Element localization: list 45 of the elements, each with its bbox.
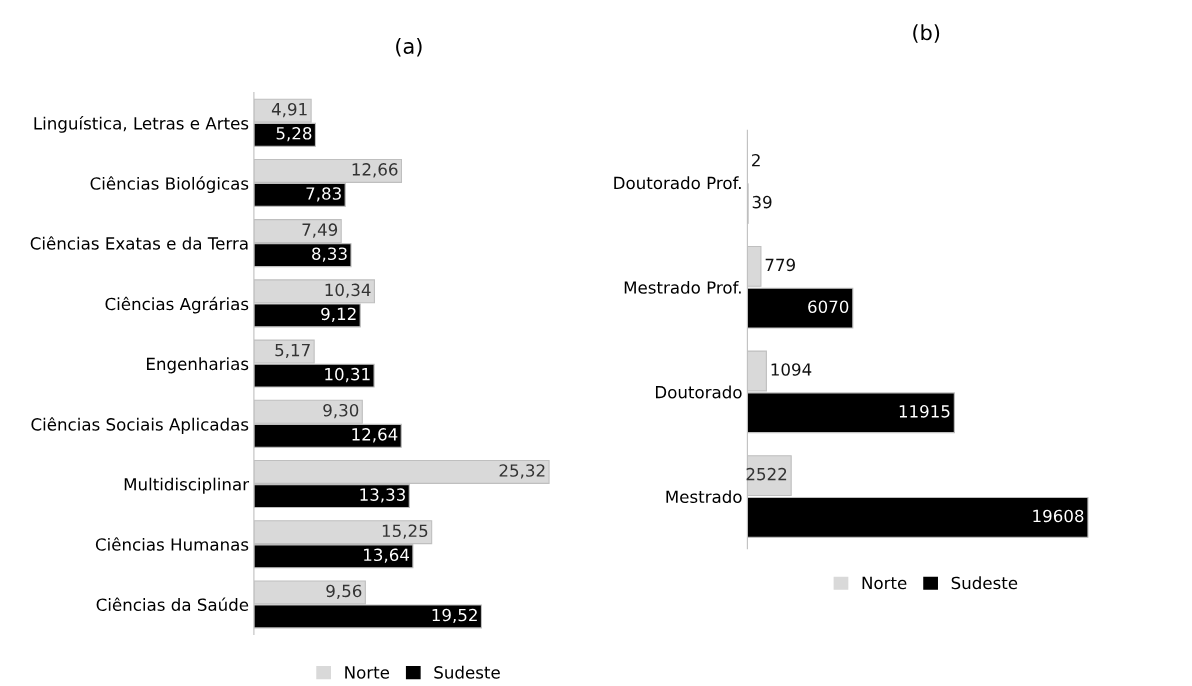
- data-label: 12,66: [352, 163, 398, 178]
- data-label: 25,32: [499, 464, 545, 479]
- data-label: 2522: [746, 467, 787, 481]
- y-tick-label: Ciências Agrárias: [105, 296, 249, 314]
- data-label: 7,83: [306, 187, 341, 202]
- data-label: 8,33: [312, 247, 347, 262]
- data-label: 7,49: [302, 223, 338, 238]
- legend-label: Norte: [862, 576, 907, 590]
- chart-title: (b): [913, 24, 940, 43]
- legend-label: Sudeste: [951, 576, 1018, 590]
- legend-label: Norte: [345, 666, 390, 679]
- data-label: 2: [752, 153, 760, 167]
- chart-title: (a): [396, 37, 422, 57]
- data-label: 9,12: [321, 307, 356, 322]
- y-tick-label: Linguística, Letras e Artes: [34, 116, 249, 133]
- data-label: 9,30: [323, 403, 359, 419]
- data-label: 12,64: [352, 428, 398, 443]
- legend-label: Sudeste: [434, 665, 500, 679]
- y-tick-label: Multidisciplinar: [124, 477, 250, 494]
- data-label: 15,25: [382, 524, 428, 539]
- y-tick-label: Doutorado Prof.: [614, 176, 741, 190]
- y-tick-label: Ciências Biológicas: [90, 176, 249, 194]
- data-label: 9,56: [326, 584, 362, 599]
- data-label: 6070: [808, 300, 849, 314]
- y-tick-label: Ciências Exatas e da Terra: [30, 236, 248, 250]
- data-label: 39: [752, 195, 772, 209]
- y-tick-label: Engenharias: [147, 357, 249, 374]
- data-label: 19,52: [432, 608, 477, 624]
- data-label: 19608: [1033, 509, 1084, 523]
- data-label: 1094: [771, 363, 812, 376]
- data-label: 4,91: [271, 102, 307, 118]
- data-label: 779: [765, 258, 795, 272]
- data-label: 10,34: [325, 283, 371, 298]
- data-label: 10,31: [325, 367, 370, 383]
- y-tick-label: Doutorado: [655, 385, 742, 399]
- data-label: 13,64: [364, 548, 410, 563]
- y-tick-label: Ciências da Saúde: [96, 597, 249, 612]
- y-tick-label: Mestrado: [666, 490, 742, 504]
- y-tick-label: Ciências Humanas: [95, 537, 249, 551]
- data-label: 5,28: [276, 126, 312, 142]
- data-label: 13,33: [360, 488, 405, 503]
- y-tick-label: Mestrado Prof.: [624, 280, 741, 294]
- data-label: 5,17: [275, 343, 310, 359]
- data-label: 11915: [899, 405, 950, 418]
- y-tick-label: Ciências Sociais Aplicadas: [31, 417, 249, 434]
